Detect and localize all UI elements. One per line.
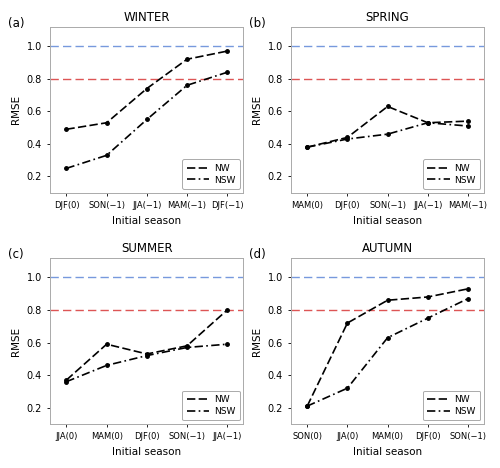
Y-axis label: RMSE: RMSE xyxy=(11,326,21,356)
Title: SUMMER: SUMMER xyxy=(121,242,172,256)
X-axis label: Initial season: Initial season xyxy=(112,447,182,457)
Legend: NW, NSW: NW, NSW xyxy=(423,160,480,189)
X-axis label: Initial season: Initial season xyxy=(112,216,182,226)
X-axis label: Initial season: Initial season xyxy=(353,216,422,226)
Y-axis label: RMSE: RMSE xyxy=(252,326,262,356)
Legend: NW, NSW: NW, NSW xyxy=(182,391,240,420)
X-axis label: Initial season: Initial season xyxy=(353,447,422,457)
Text: (b): (b) xyxy=(248,17,266,29)
Title: WINTER: WINTER xyxy=(124,11,170,24)
Title: SPRING: SPRING xyxy=(366,11,410,24)
Y-axis label: RMSE: RMSE xyxy=(252,95,262,124)
Title: AUTUMN: AUTUMN xyxy=(362,242,413,256)
Legend: NW, NSW: NW, NSW xyxy=(423,391,480,420)
Text: (a): (a) xyxy=(8,17,24,29)
Text: (c): (c) xyxy=(8,248,24,261)
Legend: NW, NSW: NW, NSW xyxy=(182,160,240,189)
Y-axis label: RMSE: RMSE xyxy=(11,95,21,124)
Text: (d): (d) xyxy=(248,248,266,261)
